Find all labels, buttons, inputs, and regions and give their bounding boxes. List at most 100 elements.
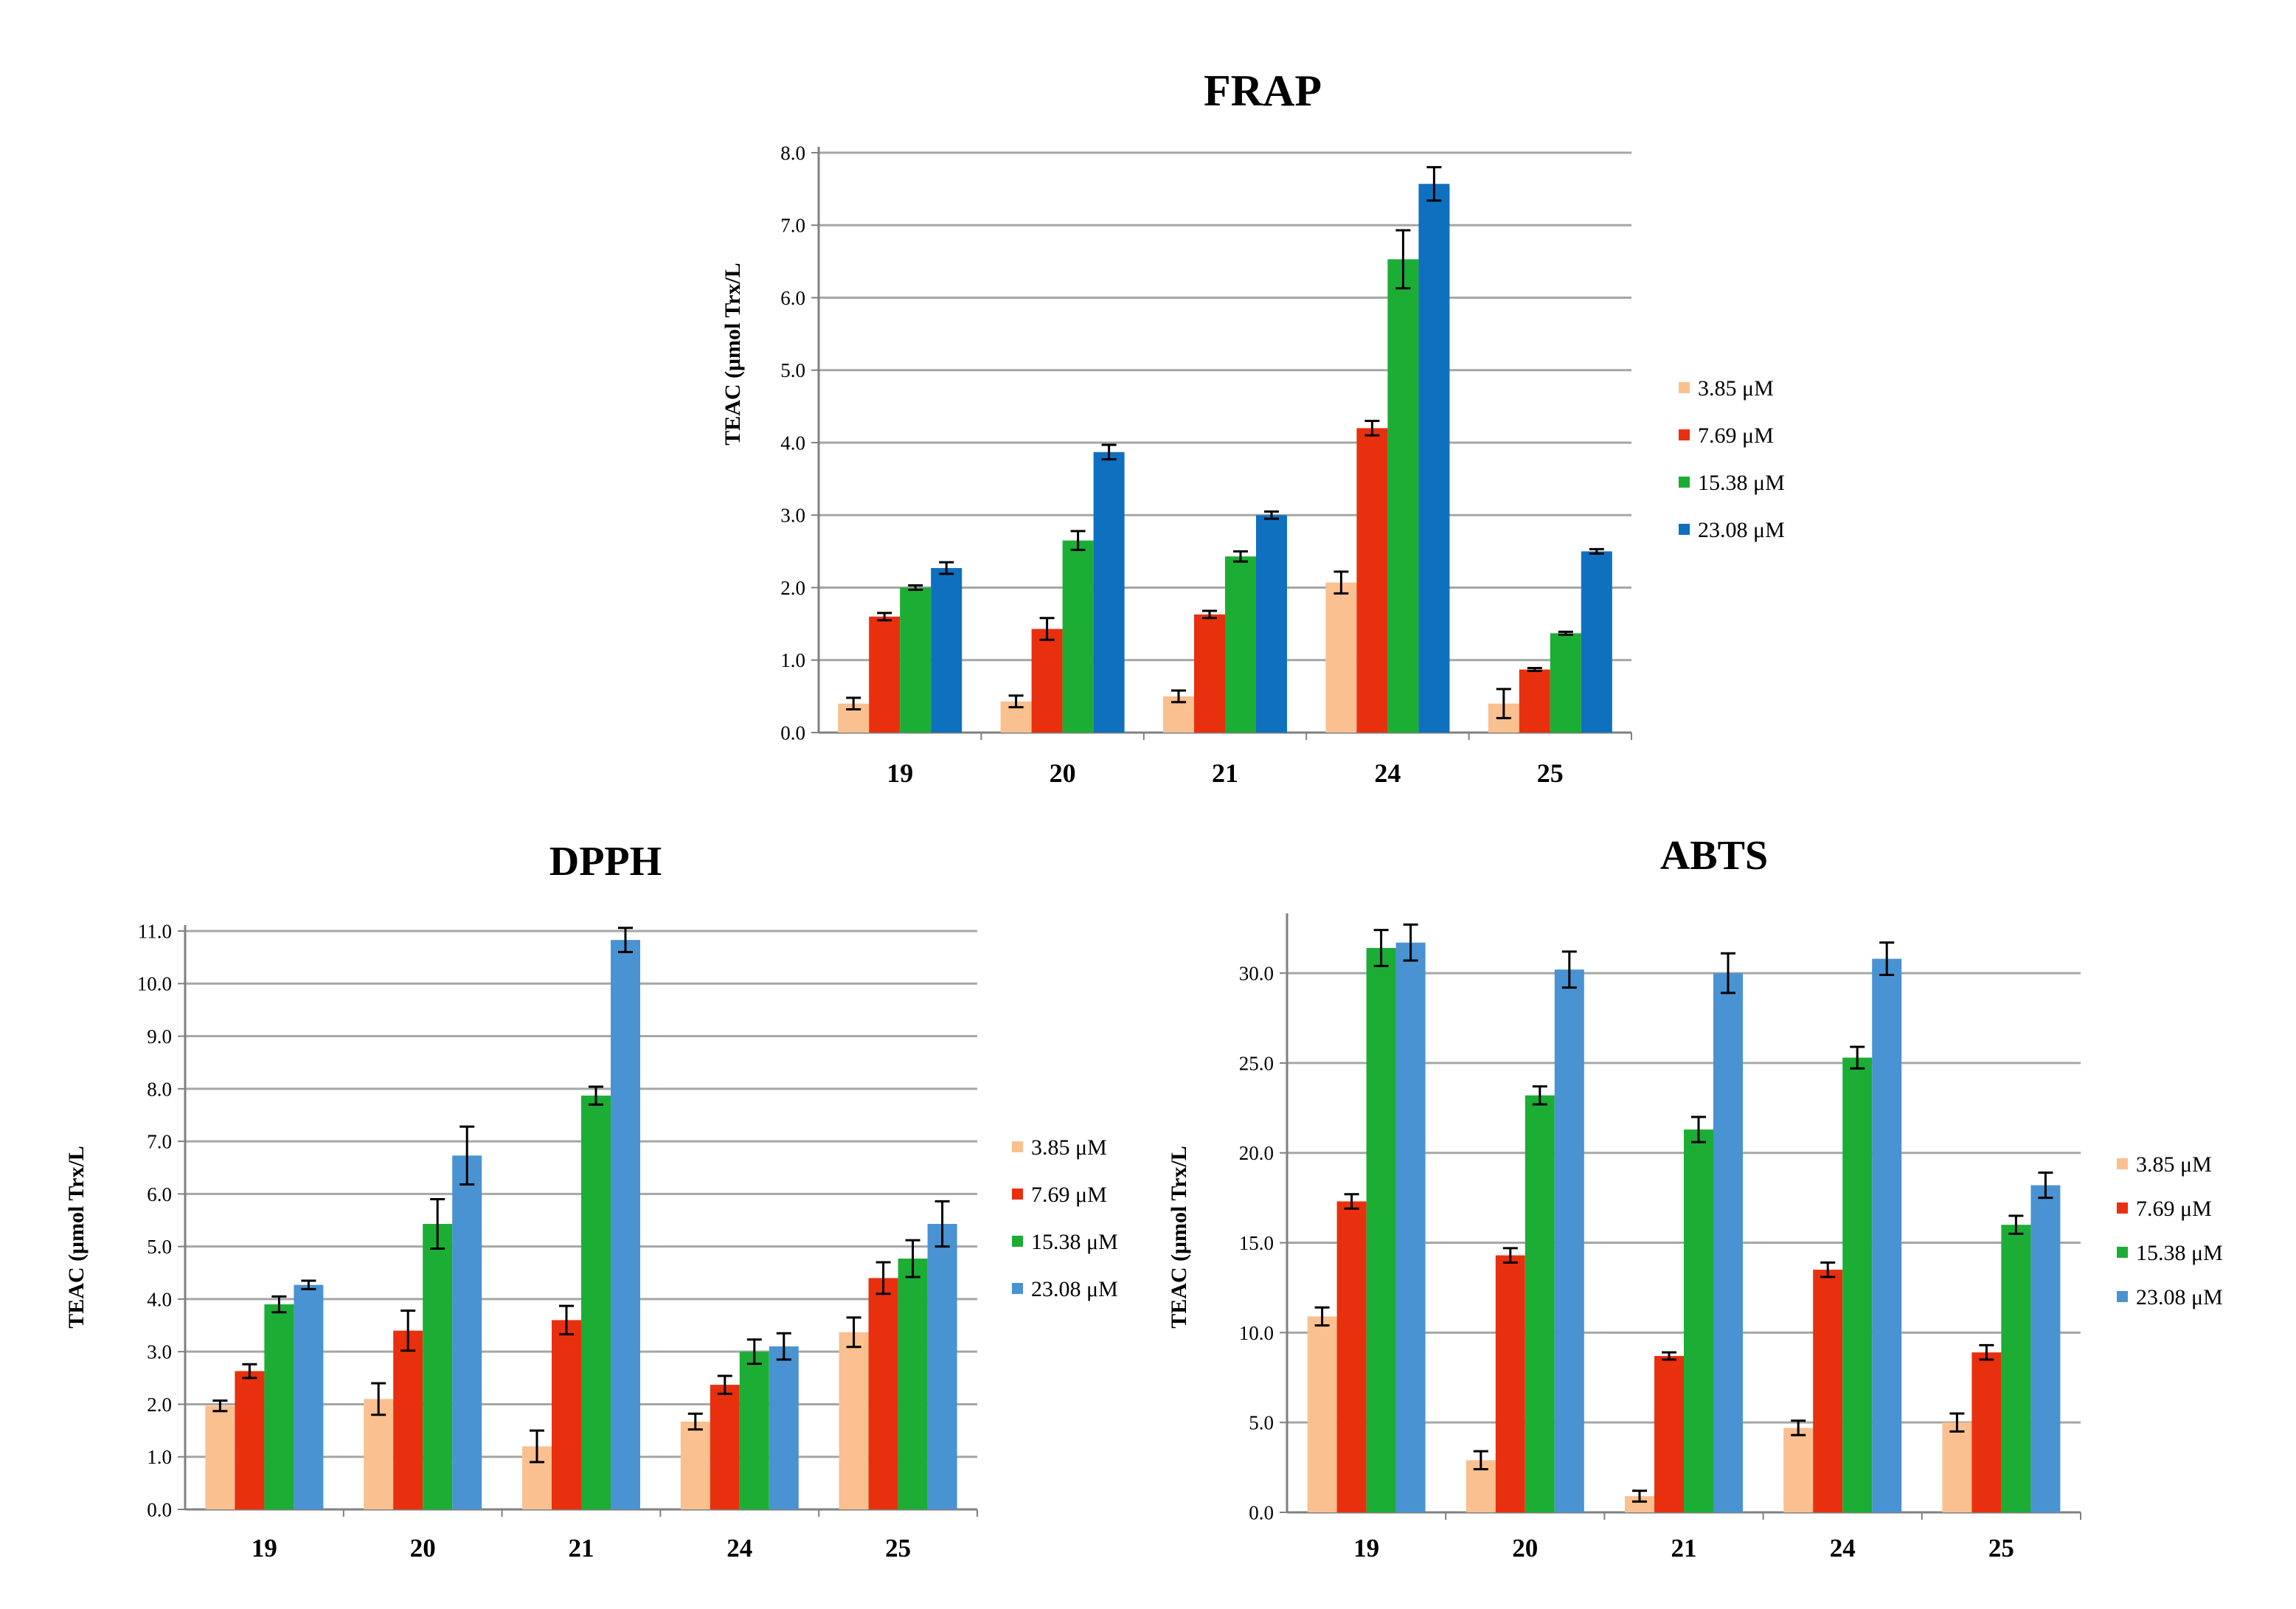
frap-bar-19-s3	[931, 567, 963, 733]
abts-bar-24-s0	[1783, 1428, 1814, 1512]
abts-bar-25-s0	[1942, 1422, 1972, 1512]
dpph-legend-swatch	[1012, 1141, 1023, 1152]
dpph-bar-25-s2	[898, 1259, 928, 1509]
frap-y-axis-label: TEAC (μmol Trx/L	[721, 263, 745, 446]
dpph-ytick-label: 3.0	[147, 1341, 172, 1363]
abts-chart: ABTS 0.0 5.0 10.0 15.0 20.0 25.0 30.0 19 20 21 24 25…	[1167, 833, 2223, 1563]
frap-chart: FRAP 0.0 1.0 2.0 3.0 4.0 5.0 6.0 7.0 8.0 19 20 21 24 2…	[721, 66, 1785, 788]
dpph-legend-label: 7.69 μM	[1031, 1183, 1107, 1207]
dpph-legend-swatch	[1012, 1283, 1023, 1294]
dpph-legend-label: 15.38 μM	[1031, 1230, 1118, 1254]
abts-bar-21-s2	[1684, 1129, 1713, 1512]
frap-bar-24-s1	[1356, 428, 1388, 733]
abts-bar-24-s3	[1872, 958, 1902, 1512]
abts-bar-24-s2	[1842, 1057, 1873, 1512]
dpph-ytick-label: 7.0	[147, 1131, 172, 1153]
abts-category-label: 20	[1512, 1534, 1538, 1563]
dpph-bar-19-s2	[264, 1304, 294, 1509]
dpph-bar-24-s3	[769, 1346, 799, 1509]
dpph-category-label: 19	[252, 1534, 277, 1563]
abts-ytick-label: 5.0	[1249, 1412, 1274, 1434]
abts-y-axis-label: TEAC (μmol Trx/L	[1167, 1146, 1191, 1329]
frap-bar-21-s2	[1225, 556, 1256, 733]
dpph-bar-25-s1	[868, 1278, 898, 1509]
dpph-bar-25-s3	[927, 1223, 957, 1509]
frap-bar-24-s2	[1387, 259, 1419, 733]
frap-ytick-label: 0.0	[780, 722, 805, 744]
dpph-ytick-label: 8.0	[147, 1078, 172, 1100]
frap-ytick-label: 1.0	[780, 649, 805, 671]
frap-bar-24-s3	[1418, 184, 1450, 733]
dpph-bar-25-s0	[839, 1332, 869, 1509]
frap-ytick-label: 4.0	[780, 432, 805, 454]
abts-category-label: 21	[1671, 1534, 1697, 1563]
dpph-ytick-label: 9.0	[147, 1025, 172, 1048]
dpph-bar-20-s0	[364, 1399, 394, 1509]
frap-category-label: 20	[1050, 758, 1076, 788]
abts-category-label: 19	[1353, 1534, 1379, 1563]
frap-title: FRAP	[1204, 66, 1322, 115]
abts-bar-20-s3	[1554, 969, 1584, 1512]
frap-legend-label: 15.38 μM	[1698, 471, 1785, 495]
dpph-chart: DPPH 0.0 1.0 2.0 3.0 4.0 5.0 6.0 7.0 8.0 9.0 10.0 11…	[64, 839, 1118, 1563]
abts-category-label: 24	[1830, 1534, 1856, 1563]
abts-legend-swatch	[2117, 1291, 2128, 1302]
frap-bar-20-s3	[1093, 451, 1125, 733]
frap-legend-swatch	[1679, 429, 1690, 440]
dpph-ytick-label: 4.0	[147, 1288, 172, 1310]
abts-bar-19-s1	[1336, 1201, 1367, 1512]
frap-legend-swatch	[1679, 477, 1690, 488]
abts-bar-21-s0	[1625, 1496, 1654, 1512]
frap-legend-swatch	[1679, 382, 1690, 393]
frap-ytick-label: 3.0	[780, 505, 805, 527]
dpph-bar-19-s1	[235, 1371, 265, 1509]
frap-bar-19-s1	[869, 616, 901, 733]
dpph-y-axis-label: TEAC (μmol Trx/L	[64, 1146, 89, 1329]
frap-bar-25-s3	[1581, 551, 1612, 733]
abts-category-label: 25	[1988, 1534, 2014, 1563]
dpph-ytick-label: 1.0	[147, 1446, 172, 1468]
frap-category-label: 25	[1537, 758, 1564, 788]
dpph-ytick-label: 2.0	[147, 1394, 172, 1416]
dpph-ytick-label: 11.0	[138, 920, 172, 942]
abts-bar-25-s3	[2030, 1185, 2061, 1512]
frap-legend-label: 23.08 μM	[1698, 518, 1785, 542]
frap-legend-label: 7.69 μM	[1698, 423, 1774, 448]
abts-ytick-label: 25.0	[1239, 1052, 1274, 1074]
dpph-bar-21-s2	[581, 1096, 611, 1509]
abts-ytick-label: 20.0	[1239, 1142, 1274, 1164]
dpph-category-label: 21	[569, 1534, 594, 1563]
abts-bar-20-s2	[1525, 1095, 1555, 1512]
dpph-category-label: 24	[726, 1534, 752, 1563]
dpph-title: DPPH	[549, 839, 662, 885]
abts-legend-label: 23.08 μM	[2136, 1285, 2223, 1309]
abts-bar-24-s1	[1813, 1270, 1843, 1512]
dpph-ytick-label: 0.0	[147, 1498, 172, 1520]
abts-ytick-label: 0.0	[1249, 1501, 1274, 1523]
abts-bar-25-s2	[2001, 1225, 2031, 1512]
abts-bar-19-s2	[1366, 947, 1396, 1512]
frap-bar-24-s0	[1325, 582, 1357, 733]
abts-legend-label: 3.85 μM	[2136, 1152, 2212, 1177]
frap-ytick-label: 6.0	[780, 287, 805, 309]
dpph-bar-19-s0	[205, 1405, 235, 1509]
abts-bar-19-s0	[1307, 1316, 1337, 1512]
frap-legend-swatch	[1679, 524, 1690, 535]
abts-legend-swatch	[2117, 1247, 2128, 1258]
frap-legend-label: 3.85 μM	[1698, 376, 1774, 401]
dpph-bar-21-s1	[552, 1320, 581, 1509]
dpph-legend-swatch	[1012, 1188, 1023, 1200]
abts-bar-19-s3	[1395, 942, 1426, 1512]
dpph-bar-24-s0	[680, 1421, 710, 1509]
dpph-legend-label: 3.85 μM	[1031, 1135, 1107, 1160]
dpph-category-label: 25	[885, 1534, 911, 1563]
frap-category-label: 19	[887, 758, 913, 788]
abts-bar-25-s1	[1971, 1352, 2002, 1512]
dpph-category-label: 20	[410, 1534, 436, 1563]
abts-ytick-label: 10.0	[1239, 1322, 1274, 1344]
frap-category-label: 24	[1374, 758, 1401, 788]
abts-legend-label: 15.38 μM	[2136, 1241, 2223, 1265]
frap-ytick-label: 2.0	[780, 577, 805, 599]
dpph-bar-21-s3	[611, 940, 640, 1509]
abts-legend-swatch	[2117, 1203, 2128, 1214]
